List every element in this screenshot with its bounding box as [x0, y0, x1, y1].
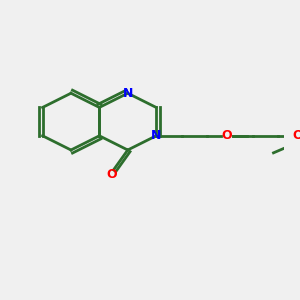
Text: O: O — [222, 129, 232, 142]
Text: O: O — [107, 168, 117, 181]
Text: O: O — [293, 129, 300, 142]
Text: N: N — [123, 87, 133, 100]
Text: N: N — [151, 129, 161, 142]
